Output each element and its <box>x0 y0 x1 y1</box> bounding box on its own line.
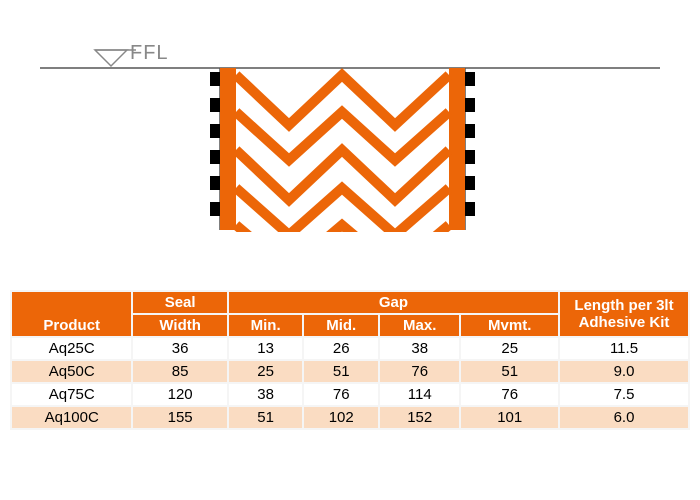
cell-max: 114 <box>379 383 460 406</box>
seal-svg <box>0 0 700 290</box>
cell-min: 51 <box>228 406 304 429</box>
col-seal-top: Seal <box>132 291 227 314</box>
cell-min: 13 <box>228 337 304 360</box>
cell-seal_width: 36 <box>132 337 227 360</box>
col-mid: Mid. <box>303 314 379 337</box>
cell-length: 9.0 <box>559 360 689 383</box>
header-row-1: Product Seal Gap Length per 3lt Adhesive… <box>11 291 689 314</box>
cell-mvmt: 25 <box>460 337 559 360</box>
cell-min: 25 <box>228 360 304 383</box>
col-product: Product <box>11 291 132 337</box>
cell-seal_width: 85 <box>132 360 227 383</box>
cell-mvmt: 76 <box>460 383 559 406</box>
table-body: Aq25C361326382511.5Aq50C85255176519.0Aq7… <box>11 337 689 429</box>
col-seal-width: Width <box>132 314 227 337</box>
cell-mvmt: 51 <box>460 360 559 383</box>
cross-section-diagram: FFL <box>0 0 700 290</box>
cell-seal_width: 120 <box>132 383 227 406</box>
col-mvmt: Mvmt. <box>460 314 559 337</box>
cell-length: 11.5 <box>559 337 689 360</box>
cell-product: Aq25C <box>11 337 132 360</box>
table-row: Aq100C155511021521016.0 <box>11 406 689 429</box>
cell-product: Aq100C <box>11 406 132 429</box>
cell-product: Aq50C <box>11 360 132 383</box>
spec-table: Product Seal Gap Length per 3lt Adhesive… <box>10 290 690 430</box>
cell-product: Aq75C <box>11 383 132 406</box>
col-min: Min. <box>228 314 304 337</box>
cell-mid: 51 <box>303 360 379 383</box>
table-row: Aq25C361326382511.5 <box>11 337 689 360</box>
table-row: Aq75C1203876114767.5 <box>11 383 689 406</box>
cell-length: 7.5 <box>559 383 689 406</box>
cell-mid: 102 <box>303 406 379 429</box>
cell-min: 38 <box>228 383 304 406</box>
cell-mid: 26 <box>303 337 379 360</box>
cell-mid: 76 <box>303 383 379 406</box>
col-gap: Gap <box>228 291 559 314</box>
cell-length: 6.0 <box>559 406 689 429</box>
col-length: Length per 3lt Adhesive Kit <box>559 291 689 337</box>
cell-max: 38 <box>379 337 460 360</box>
col-max: Max. <box>379 314 460 337</box>
table-row: Aq50C85255176519.0 <box>11 360 689 383</box>
cell-max: 152 <box>379 406 460 429</box>
cell-max: 76 <box>379 360 460 383</box>
cell-seal_width: 155 <box>132 406 227 429</box>
cell-mvmt: 101 <box>460 406 559 429</box>
